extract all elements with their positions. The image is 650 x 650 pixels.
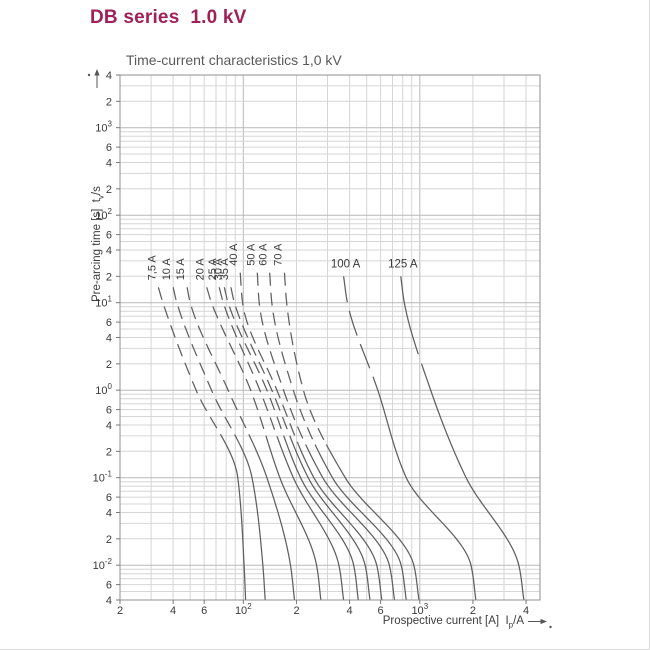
x-axis-label: Prospective current [A] Ip/A [280, 615, 524, 630]
curve-label-30-A: 30 A [212, 258, 224, 281]
y-tick-label: 101 [95, 295, 112, 310]
x-tick-label: 103 [411, 602, 428, 617]
chart-title: Time-current characteristics 1,0 kV [126, 52, 342, 68]
y-tick-label: 4 [106, 595, 112, 607]
x-axis-symbol-sub: p [508, 620, 514, 630]
y-tick-label: 4 [106, 245, 112, 257]
y-tick-label: 103 [95, 120, 112, 135]
curve-60-A-dashed [269, 272, 316, 445]
curve-label-40-A: 40 A [228, 243, 240, 266]
y-tick-label: 6 [106, 580, 112, 592]
y-tick-label: 2 [106, 534, 112, 546]
curve-20-A-dashed [206, 287, 269, 444]
curve-label-100-A: 100 A [331, 258, 361, 270]
curve-label-20-A: 20 A [195, 258, 207, 281]
x-axis-arrowhead [540, 618, 547, 625]
y-tick-label: 10-1 [93, 470, 113, 485]
y-tick-label: 6 [106, 492, 112, 504]
curve-35-A-solid [292, 443, 371, 601]
curve-label-10-A: 10 A [161, 258, 173, 281]
curve-30-A-solid [286, 443, 359, 601]
y-tick-label: 6 [106, 142, 112, 154]
curve-70-A-solid [325, 444, 420, 601]
curve-50-A-solid [305, 444, 396, 601]
curve-label-60-A: 60 A [258, 243, 270, 266]
y-tick-label: 2 [106, 271, 112, 283]
x-axis-unit: /A [513, 615, 524, 627]
x-axis-symbol: I [505, 615, 509, 627]
y-tick-label: 6 [106, 405, 112, 417]
y-tick-label: 100 [95, 382, 112, 397]
x-tick-label: 2 [117, 605, 123, 617]
curves [157, 272, 525, 601]
curve-20-A-solid [267, 443, 322, 601]
curve-60-A-solid [314, 444, 407, 601]
curve-label-50-A: 50 A [245, 243, 257, 266]
page-title: DB series 1.0 kV [90, 7, 247, 28]
x-tick-label: 6 [378, 605, 384, 617]
curve-labels: 7,5 A 10 A 15 A 20 A 25 A30 A35 A40 A 50 A 60 … [146, 243, 417, 280]
curve-label-70-A: 70 A [273, 243, 285, 266]
curve-40-A-dashed [239, 272, 299, 445]
y-tick-label: 10-2 [93, 557, 113, 572]
curve-label-15-A: 15 A [175, 258, 187, 281]
curve-125-A-solid [427, 381, 525, 601]
curve-15-A-dashed [186, 287, 254, 444]
y-tick-label: 6 [106, 230, 112, 242]
x-tick-label: 4 [523, 605, 529, 617]
y-tick-label: 2 [106, 359, 112, 371]
curve-label-7-5-A: 7,5 A [146, 255, 158, 281]
curve-label-125-A: 125 A [388, 258, 418, 270]
curve-100-A-dashed [342, 276, 376, 382]
y-tick-label: 2 [106, 184, 112, 196]
curve-25-A-dashed [218, 287, 281, 444]
curve-15-A-solid [252, 443, 296, 601]
curve-7-5-A-solid [225, 443, 247, 601]
x-tick-label: 4 [347, 605, 353, 617]
x-tick-label: 2 [293, 605, 299, 617]
x-tick-label: 102 [235, 602, 252, 617]
curve-label-35-A: 35 A [219, 258, 231, 281]
curve-40-A-solid [297, 444, 383, 601]
y-tick-label: 4 [106, 420, 112, 432]
y-tick-label: 4 [106, 508, 112, 520]
y-axis-arrowhead [94, 69, 100, 76]
x-axis-label-text: Prospective current [A] [382, 615, 506, 627]
y-tick-label: 6 [106, 317, 112, 329]
curve-30-A-dashed [223, 287, 288, 444]
y-tick-label: 4 [106, 333, 112, 345]
curve-70-A-dashed [283, 272, 327, 445]
curve-10-A-dashed [172, 287, 240, 444]
x-tick-label: 4 [170, 605, 176, 617]
curve-label-25-A: 25 A [207, 258, 219, 281]
y-tick-label: 4 [106, 70, 112, 82]
curve-100-A-solid [374, 381, 477, 601]
curve-125-A-dashed [400, 276, 429, 382]
x-tick-label: 6 [201, 605, 207, 617]
axis-arrows [87, 69, 552, 629]
x-axis-arrow-dot [549, 625, 552, 629]
y-axis-arrow-dot [87, 73, 91, 77]
curve-35-A-dashed [230, 287, 294, 444]
y-tick-label: 2 [106, 446, 112, 458]
curve-7-5-A-dashed [157, 287, 227, 444]
y-tick-label: 102 [95, 207, 112, 222]
curve-50-A-dashed [256, 272, 307, 445]
y-tick-label: 2 [106, 96, 112, 108]
y-tick-label: 4 [106, 158, 112, 170]
axis-ticks: 2 4 6 102 2 4 6 103 2 442103642102642101642100642… [93, 70, 529, 617]
curve-10-A-solid [238, 443, 266, 601]
curve-25-A-solid [279, 443, 345, 601]
x-tick-label: 2 [470, 605, 476, 617]
